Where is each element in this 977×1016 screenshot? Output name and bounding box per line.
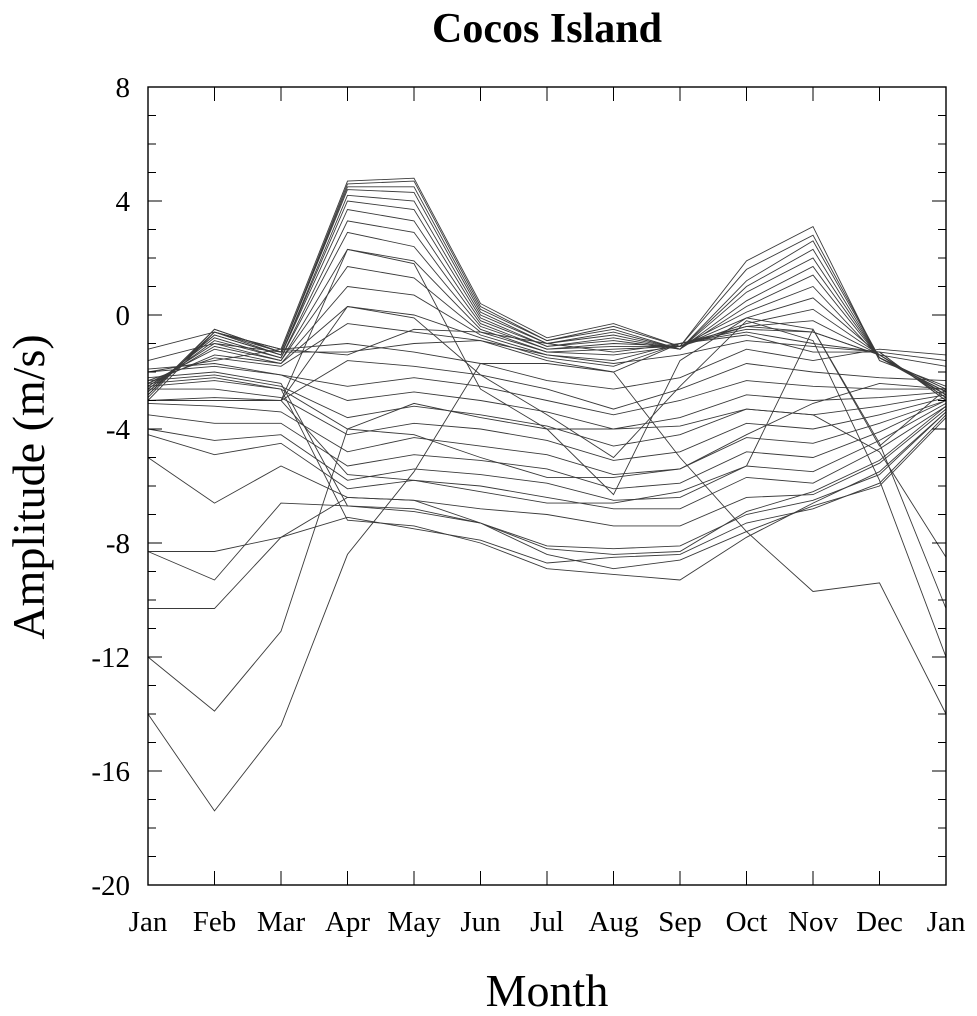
- series-line-19: [148, 306, 947, 658]
- x-tick-label: May: [387, 906, 441, 938]
- x-tick-label: Oct: [726, 906, 768, 938]
- series-line-31: [147, 411, 947, 581]
- y-tick-label: -4: [106, 414, 131, 446]
- series-line-16: [147, 340, 947, 364]
- chart-title: Cocos Island: [432, 6, 662, 52]
- series-layer: [147, 177, 947, 812]
- series-line-35: [147, 363, 947, 812]
- series-line-1: [147, 177, 947, 401]
- series-line-25: [147, 400, 947, 476]
- series-line-17: [147, 325, 947, 367]
- y-tick-label: 4: [116, 186, 131, 218]
- y-axis-title: Amplitude (m/s): [3, 334, 54, 639]
- y-tick-label: -12: [91, 642, 130, 674]
- y-tick-label: 8: [116, 72, 131, 104]
- x-tick-label: Jun: [460, 906, 501, 938]
- x-tick-label: Dec: [856, 906, 903, 938]
- series-line-9: [147, 231, 947, 396]
- series-line-38: [148, 328, 947, 504]
- series-line-13: [147, 306, 947, 401]
- series-line-30: [147, 408, 947, 527]
- x-tick-label: Sep: [658, 906, 702, 938]
- series-line-24: [148, 388, 947, 461]
- series-line-37: [147, 371, 947, 555]
- series-line-28: [147, 405, 947, 510]
- plot-frame: [147, 86, 947, 886]
- x-axis-title: Month: [486, 965, 609, 1016]
- series-line-22: [147, 363, 947, 430]
- series-line-34: [147, 402, 947, 712]
- series-line-36: [147, 377, 947, 581]
- ticks-layer: [147, 86, 947, 886]
- series-line-26: [147, 400, 947, 490]
- y-tick-labels: 8 4 0 -4 -8 -12 -16 -20: [91, 72, 130, 902]
- series-line-27: [147, 403, 947, 501]
- y-tick-label: -20: [91, 870, 130, 902]
- x-tick-label: Jul: [530, 906, 564, 938]
- x-tick-labels: Jan Feb Mar Apr May Jun Jul Aug Sep Oct Nov Dec Jan: [129, 906, 966, 938]
- series-line-33: [148, 417, 947, 570]
- y-tick-label: -8: [106, 528, 130, 560]
- series-line-7: [147, 208, 947, 393]
- series-line-11: [147, 266, 947, 398]
- x-tick-label: Jan: [129, 906, 168, 938]
- series-line-14: [147, 323, 947, 401]
- series-line-32: [148, 414, 947, 609]
- x-tick-label: Feb: [193, 906, 237, 938]
- x-tick-label: Apr: [325, 906, 370, 938]
- x-tick-label: Mar: [257, 906, 306, 938]
- x-tick-label: Jan: [927, 906, 966, 938]
- x-tick-label: Nov: [788, 906, 838, 938]
- y-tick-label: -16: [91, 756, 130, 788]
- series-line-2: [147, 180, 947, 396]
- x-tick-label: Aug: [589, 906, 639, 938]
- y-tick-label: 0: [116, 300, 131, 332]
